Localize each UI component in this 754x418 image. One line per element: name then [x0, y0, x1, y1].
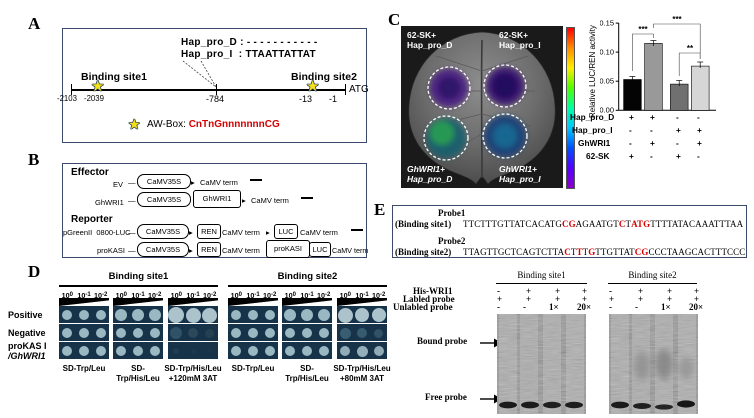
svg-text:0.10: 0.10	[600, 48, 614, 57]
svg-text:**: **	[687, 44, 694, 53]
svg-text:0.05: 0.05	[600, 77, 614, 86]
svg-text:***: ***	[638, 25, 648, 34]
svg-text:***: ***	[672, 15, 682, 24]
svg-text:0.15: 0.15	[600, 19, 614, 28]
